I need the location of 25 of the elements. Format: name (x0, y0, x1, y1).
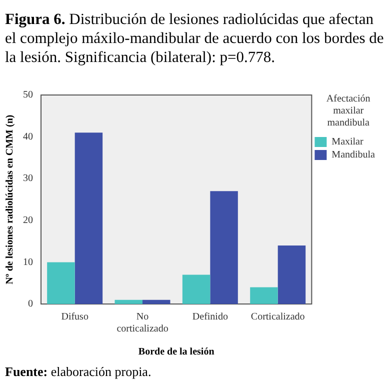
x-tick-label: Corticalizado (250, 312, 305, 323)
y-tick-label: 10 (23, 256, 33, 268)
bar (210, 191, 238, 304)
x-tick-label: Difuso (61, 312, 88, 323)
legend-label: Mandibula (332, 150, 376, 161)
bar (74, 132, 103, 304)
bar (114, 300, 143, 304)
x-axis-title: Borde de la lesión (138, 346, 215, 358)
bar (47, 262, 75, 304)
bar (278, 245, 306, 304)
bar (142, 300, 170, 304)
y-axis-title: Nº de lesiones radiolúcidas en CMM (n) (4, 114, 16, 284)
y-tick-label: 30 (23, 173, 33, 184)
bar (250, 287, 278, 304)
legend-label: Maxilar (332, 136, 364, 148)
y-tick-label: 20 (23, 215, 33, 226)
legend-title: Afectación maxilar mandibula (326, 94, 370, 129)
bar (182, 274, 210, 304)
y-tick-label: 50 (23, 90, 33, 101)
x-tick-label: Definido (192, 312, 228, 323)
source-note: Fuente: elaboración propia. (5, 364, 152, 380)
y-tick-label: 0 (28, 298, 33, 310)
x-tick-label: No corticalizado (116, 312, 168, 335)
y-tick-label: 40 (23, 131, 33, 142)
chart-title: Figura 6. Distribución de lesiones radiolúcidas que afectan el complejo máxilo-mandibular de acuerdo con los bordes de la lesión. Significancia (bilateral): p=0.778. (5, 10, 385, 67)
